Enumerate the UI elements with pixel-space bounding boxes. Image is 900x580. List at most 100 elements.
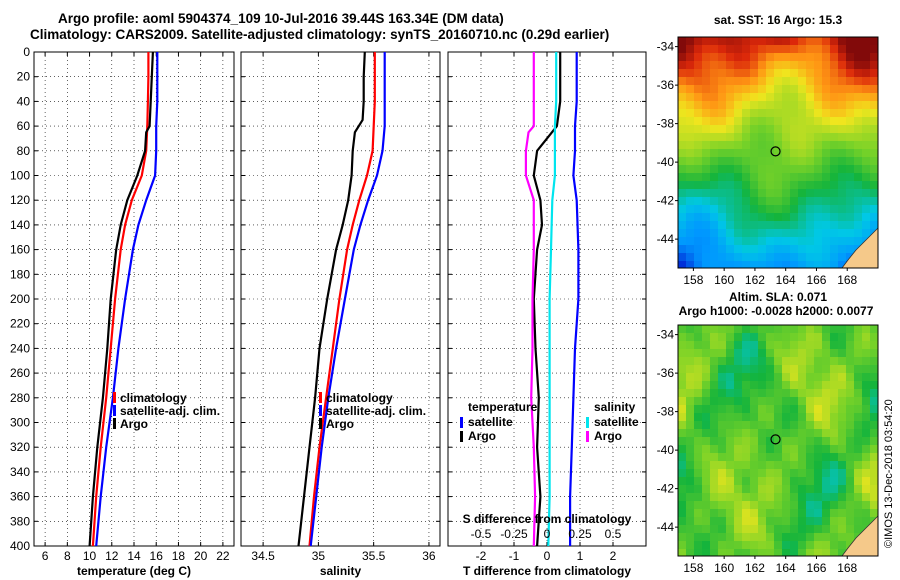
map-cell — [862, 69, 870, 77]
map-cell — [678, 157, 686, 165]
map-cell — [766, 549, 774, 556]
map-cell — [766, 53, 774, 61]
map-cell — [822, 517, 830, 525]
map-cell — [726, 133, 734, 141]
map-cell — [766, 237, 774, 245]
map-cell — [790, 37, 798, 45]
map-cell — [830, 37, 838, 45]
map-cell — [854, 365, 862, 373]
map-cell — [782, 541, 790, 549]
map-cell — [822, 477, 830, 485]
map-cell — [766, 197, 774, 205]
map-cell — [798, 101, 806, 109]
map-cell — [702, 485, 710, 493]
map-cell — [822, 373, 830, 381]
y-tick-label: 180 — [10, 267, 30, 281]
map-cell — [790, 405, 798, 413]
map-cell — [718, 109, 726, 117]
map-cell — [830, 413, 838, 421]
map-cell — [734, 165, 742, 173]
map-cell — [782, 397, 790, 405]
map-cell — [806, 53, 814, 61]
map-cell — [790, 253, 798, 261]
map-cell — [814, 101, 822, 109]
map-cell — [846, 429, 854, 437]
map-cell — [790, 341, 798, 349]
map-cell — [766, 421, 774, 429]
map-cell — [806, 45, 814, 53]
map-cell — [798, 221, 806, 229]
map-cell — [790, 77, 798, 85]
map-cell — [774, 381, 782, 389]
map-cell — [774, 413, 782, 421]
map-cell — [694, 517, 702, 525]
map-cell — [790, 389, 798, 397]
map-cell — [742, 365, 750, 373]
map-cell — [822, 461, 830, 469]
map-cell — [870, 477, 878, 485]
map-cell — [798, 501, 806, 509]
map-cell — [814, 525, 822, 533]
map-cell — [678, 437, 686, 445]
map-cell — [702, 197, 710, 205]
map-cell — [678, 397, 686, 405]
map-cell — [862, 421, 870, 429]
map-cell — [686, 237, 694, 245]
map-cell — [734, 197, 742, 205]
map-cell — [702, 325, 710, 333]
map-cell — [694, 357, 702, 365]
map-cell — [758, 189, 766, 197]
map-cell — [726, 333, 734, 341]
map-cell — [870, 349, 878, 357]
map-cell — [766, 397, 774, 405]
map-cell — [854, 437, 862, 445]
map-cell — [758, 109, 766, 117]
map-cell — [686, 405, 694, 413]
map-cell — [686, 37, 694, 45]
map-cell — [862, 397, 870, 405]
map-cell — [806, 221, 814, 229]
map-cell — [726, 357, 734, 365]
map-cell — [806, 453, 814, 461]
map-cell — [702, 229, 710, 237]
map-cell — [694, 365, 702, 373]
map-cell — [758, 493, 766, 501]
map-cell — [686, 341, 694, 349]
map-cell — [686, 125, 694, 133]
map-cell — [814, 221, 822, 229]
map-cell — [678, 69, 686, 77]
map-cell — [782, 157, 790, 165]
map-cell — [838, 253, 846, 261]
map-cell — [702, 437, 710, 445]
map-cell — [798, 373, 806, 381]
map-cell — [710, 517, 718, 525]
map-cell — [742, 357, 750, 365]
map-cell — [718, 261, 726, 268]
map-cell — [798, 37, 806, 45]
map-cell — [702, 461, 710, 469]
map-cell — [678, 141, 686, 149]
map-cell — [830, 93, 838, 101]
map-cell — [758, 261, 766, 268]
map-cell — [694, 549, 702, 556]
map-cell — [694, 221, 702, 229]
map-cell — [790, 229, 798, 237]
map-cell — [766, 109, 774, 117]
map-cell — [750, 477, 758, 485]
map-cell — [870, 85, 878, 93]
map-cell — [750, 333, 758, 341]
map-cell — [862, 373, 870, 381]
map-cell — [806, 509, 814, 517]
map-cell — [798, 165, 806, 173]
y-tick-label: 160 — [10, 243, 30, 257]
map-cell — [782, 77, 790, 85]
map-cell — [782, 485, 790, 493]
map-cell — [870, 453, 878, 461]
map-cell — [766, 165, 774, 173]
map-cell — [718, 77, 726, 85]
map-cell — [734, 517, 742, 525]
map-cell — [862, 101, 870, 109]
map-cell — [806, 133, 814, 141]
map-cell — [766, 157, 774, 165]
map-cell — [822, 261, 830, 268]
